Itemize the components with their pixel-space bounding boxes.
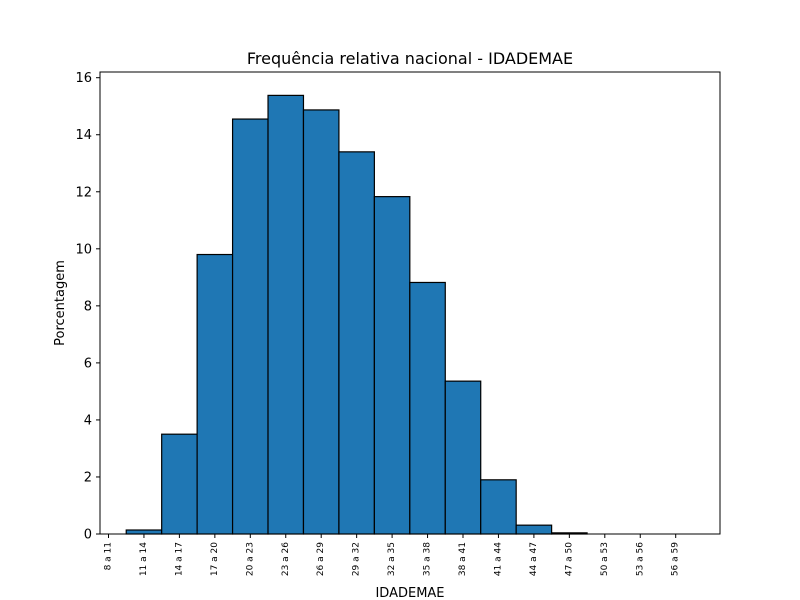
x-tick-label: 47 a 50 <box>564 542 574 576</box>
plot-frame <box>99 71 721 535</box>
x-tick-label: 29 a 32 <box>352 542 362 576</box>
x-tick-label: 50 a 53 <box>600 542 610 576</box>
y-axis-label: Porcentagem <box>53 260 68 346</box>
x-tick-label: 8 a 11 <box>104 542 114 570</box>
bar-29-a-32 <box>338 151 375 535</box>
x-tick-label: 14 a 17 <box>174 542 184 576</box>
bar-11-a-14 <box>125 529 163 535</box>
y-tick-label: 0 <box>84 528 92 543</box>
x-tick-label: 26 a 29 <box>316 542 326 576</box>
bar-26-a-29 <box>302 109 340 535</box>
bar-38-a-41 <box>444 380 482 535</box>
x-tick-label: 53 a 56 <box>635 542 645 576</box>
x-tick-label: 41 a 44 <box>493 542 503 576</box>
bar-41-a-44 <box>480 479 517 535</box>
y-axis-ticks: 0 2 4 6 8 10 12 14 16 <box>75 71 100 543</box>
bars-group <box>125 94 588 535</box>
y-tick-label: 10 <box>75 242 92 257</box>
x-tick-label: 38 a 41 <box>458 542 468 576</box>
y-tick-label: 4 <box>84 413 92 428</box>
x-axis-label: IDADEMAE <box>375 586 444 600</box>
bar-23-a-26 <box>267 94 305 535</box>
y-tick-label: 14 <box>75 128 92 143</box>
bar-20-a-23 <box>231 118 269 535</box>
x-tick-label: 32 a 35 <box>387 542 397 576</box>
y-tick-label: 6 <box>84 356 92 371</box>
chart-title: Frequência relativa nacional - IDADEMAE <box>247 49 573 68</box>
bar-14-a-17 <box>161 433 198 535</box>
y-tick-label: 12 <box>75 185 92 200</box>
y-tick-label: 16 <box>75 71 92 86</box>
bar-17-a-20 <box>196 253 234 535</box>
x-axis-ticks: 8 a 11 11 a 14 14 a 17 17 a 20 20 a 23 23 a 2… <box>104 534 681 576</box>
bar-44-a-47 <box>515 524 553 535</box>
bar-35-a-38 <box>409 281 446 535</box>
x-tick-label: 56 a 59 <box>671 542 681 576</box>
x-tick-label: 17 a 20 <box>210 542 220 576</box>
x-tick-label: 20 a 23 <box>245 542 255 576</box>
x-tick-label: 23 a 26 <box>281 542 291 576</box>
x-tick-label: 11 a 14 <box>139 542 149 576</box>
bar-32-a-35 <box>373 196 411 535</box>
x-tick-label: 44 a 47 <box>529 542 539 576</box>
x-tick-label: 35 a 38 <box>423 542 433 576</box>
y-tick-label: 2 <box>84 470 92 485</box>
y-tick-label: 8 <box>84 299 92 314</box>
